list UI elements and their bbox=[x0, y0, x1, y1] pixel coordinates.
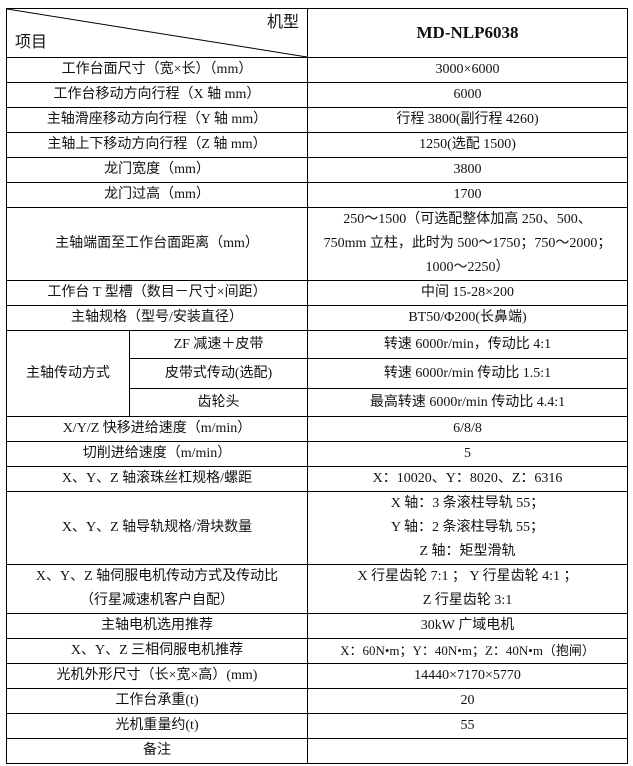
row-label: 备注 bbox=[6, 738, 308, 764]
table-row: 主轴上下移动方向行程（Z 轴 mm） 1250(选配 1500) bbox=[6, 132, 628, 158]
table-row: 切削进给速度（m/min） 5 bbox=[6, 441, 628, 467]
value-line: Z 轴：矩型滑轨 bbox=[419, 544, 516, 559]
row-value: 5 bbox=[307, 441, 628, 467]
table-row: 龙门过高（mm） 1700 bbox=[6, 182, 628, 208]
label-line: X、Y、Z 轴伺服电机传动方式及传动比 bbox=[35, 569, 279, 584]
row-label: X、Y、Z 三相伺服电机推荐 bbox=[6, 638, 308, 664]
row-label: 切削进给速度（m/min） bbox=[6, 441, 308, 467]
row-label: 主轴滑座移动方向行程（Y 轴 mm） bbox=[6, 107, 308, 133]
model-header-label: 机型 bbox=[266, 14, 299, 31]
value-line: 250～1500（可选配整体加高 250、500、 bbox=[343, 212, 592, 227]
row-label: 主轴上下移动方向行程（Z 轴 mm） bbox=[6, 132, 308, 158]
table-row: X、Y、Z 轴导轨规格/滑块数量 X 轴：3 条滚柱导轨 55； Y 轴：2 条… bbox=[6, 491, 628, 565]
value-line: 750mm 立柱，此时为 500～1750；750～2000； bbox=[323, 236, 612, 251]
table-row: 工作台 T 型槽（数目－尺寸×间距） 中间 15-28×200 bbox=[6, 280, 628, 306]
row-value: 1250(选配 1500) bbox=[307, 132, 628, 158]
row-value: 6000 bbox=[307, 82, 628, 108]
row-value: X：10020、Y：8020、Z：6316 bbox=[307, 466, 628, 492]
row-label: 工作台承重(t) bbox=[6, 688, 308, 714]
model-name: MD-NLP6038 bbox=[307, 8, 628, 58]
drive-label: 主轴传动方式 bbox=[6, 330, 130, 417]
row-value: 3000×6000 bbox=[307, 57, 628, 83]
drive-option-value: 转速 6000r/min 传动比 1.5:1 bbox=[307, 358, 628, 389]
row-label: 工作台面尺寸（宽×长）（mm） bbox=[6, 57, 308, 83]
value-line: X 轴：3 条滚柱导轨 55； bbox=[390, 496, 545, 511]
header-row: 机型 项目 MD-NLP6038 bbox=[6, 8, 628, 58]
table-row: 龙门宽度（mm） 3800 bbox=[6, 157, 628, 183]
spec-table: 机型 项目 MD-NLP6038 工作台面尺寸（宽×长）（mm） 3000×600… bbox=[6, 8, 628, 764]
diagonal-line bbox=[7, 9, 307, 57]
row-value bbox=[307, 738, 628, 764]
drive-option-label: 齿轮头 bbox=[129, 388, 308, 417]
drive-option-label: 皮带式传动(选配) bbox=[129, 358, 308, 389]
value-line: Z 行星齿轮 3:1 bbox=[422, 593, 513, 608]
row-label: X/Y/Z 快移进给速度（m/min） bbox=[6, 416, 308, 442]
row-label: X、Y、Z 轴伺服电机传动方式及传动比 （行星减速机客户自配） bbox=[6, 564, 308, 614]
table-row: 主轴电机选用推荐 30kW 广域电机 bbox=[6, 613, 628, 639]
table-row: 齿轮头 最高转速 6000r/min 传动比 4.4:1 bbox=[7, 388, 628, 417]
drive-option-value: 最高转速 6000r/min 传动比 4.4:1 bbox=[307, 388, 628, 417]
row-value: 6/8/8 bbox=[307, 416, 628, 442]
row-label: 主轴端面至工作台面距离（mm） bbox=[6, 207, 308, 281]
row-label: X、Y、Z 轴导轨规格/滑块数量 bbox=[6, 491, 308, 565]
table-row: 工作台承重(t) 20 bbox=[6, 688, 628, 714]
row-label: 主轴规格（型号/安装直径） bbox=[6, 305, 308, 331]
label-line: （行星减速机客户自配） bbox=[80, 593, 234, 608]
drive-option-value: 转速 6000r/min，传动比 4:1 bbox=[307, 330, 628, 359]
row-label: 光机外形尺寸（长×宽×高）(mm) bbox=[6, 663, 308, 689]
table-row: X、Y、Z 轴伺服电机传动方式及传动比 （行星减速机客户自配） X 行星齿轮 7… bbox=[6, 564, 628, 614]
row-label: 龙门宽度（mm） bbox=[6, 157, 308, 183]
table-row: 主轴传动方式 ZF 减速＋皮带 转速 6000r/min，传动比 4:1 bbox=[6, 330, 628, 417]
table-row: X/Y/Z 快移进给速度（m/min） 6/8/8 bbox=[6, 416, 628, 442]
table-row: X、Y、Z 三相伺服电机推荐 X：60N•m；Y：40N•m；Z：40N•m（抱闸… bbox=[6, 638, 628, 664]
table-row: 工作台面尺寸（宽×长）（mm） 3000×6000 bbox=[6, 57, 628, 83]
row-value: 14440×7170×5770 bbox=[307, 663, 628, 689]
table-row: 备注 bbox=[6, 738, 628, 764]
row-label: 工作台移动方向行程（X 轴 mm） bbox=[6, 82, 308, 108]
row-label: X、Y、Z 轴滚珠丝杠规格/螺距 bbox=[6, 466, 308, 492]
row-value: 250～1500（可选配整体加高 250、500、 750mm 立柱，此时为 5… bbox=[307, 207, 628, 281]
row-value: X：60N•m；Y：40N•m；Z：40N•m（抱闸） bbox=[307, 638, 628, 664]
row-label: 光机重量约(t) bbox=[6, 713, 308, 739]
row-label: 工作台 T 型槽（数目－尺寸×间距） bbox=[6, 280, 308, 306]
value-line: Y 轴：2 条滚柱导轨 55； bbox=[390, 520, 545, 535]
value-line: X 行星齿轮 7:1 ； Y 行星齿轮 4:1 ； bbox=[357, 569, 578, 584]
diagonal-header-cell: 机型 项目 bbox=[6, 8, 308, 58]
drive-option-label: ZF 减速＋皮带 bbox=[129, 330, 308, 359]
table-row: 皮带式传动(选配) 转速 6000r/min 传动比 1.5:1 bbox=[7, 358, 628, 389]
item-header-label: 项目 bbox=[15, 34, 48, 51]
value-line: 1000～2250） bbox=[425, 260, 510, 275]
table-row: 主轴滑座移动方向行程（Y 轴 mm） 行程 3800(副行程 4260) bbox=[6, 107, 628, 133]
row-value: 55 bbox=[307, 713, 628, 739]
table-row: 光机外形尺寸（长×宽×高）(mm) 14440×7170×5770 bbox=[6, 663, 628, 689]
row-label: 龙门过高（mm） bbox=[6, 182, 308, 208]
row-value: 1700 bbox=[307, 182, 628, 208]
table-row: 主轴规格（型号/安装直径） BT50/Φ200(长鼻端) bbox=[6, 305, 628, 331]
table-row: 光机重量约(t) 55 bbox=[6, 713, 628, 739]
row-value: X 行星齿轮 7:1 ； Y 行星齿轮 4:1 ； Z 行星齿轮 3:1 bbox=[307, 564, 628, 614]
row-value: 30kW 广域电机 bbox=[307, 613, 628, 639]
row-value: 行程 3800(副行程 4260) bbox=[307, 107, 628, 133]
table-row: X、Y、Z 轴滚珠丝杠规格/螺距 X：10020、Y：8020、Z：6316 bbox=[6, 466, 628, 492]
row-label: 主轴电机选用推荐 bbox=[6, 613, 308, 639]
row-value: BT50/Φ200(长鼻端) bbox=[307, 305, 628, 331]
row-value: 20 bbox=[307, 688, 628, 714]
row-value: X 轴：3 条滚柱导轨 55； Y 轴：2 条滚柱导轨 55； Z 轴：矩型滑轨 bbox=[307, 491, 628, 565]
table-row: 主轴端面至工作台面距离（mm） 250～1500（可选配整体加高 250、500… bbox=[6, 207, 628, 281]
row-value: 中间 15-28×200 bbox=[307, 280, 628, 306]
table-row: 工作台移动方向行程（X 轴 mm） 6000 bbox=[6, 82, 628, 108]
row-value: 3800 bbox=[307, 157, 628, 183]
